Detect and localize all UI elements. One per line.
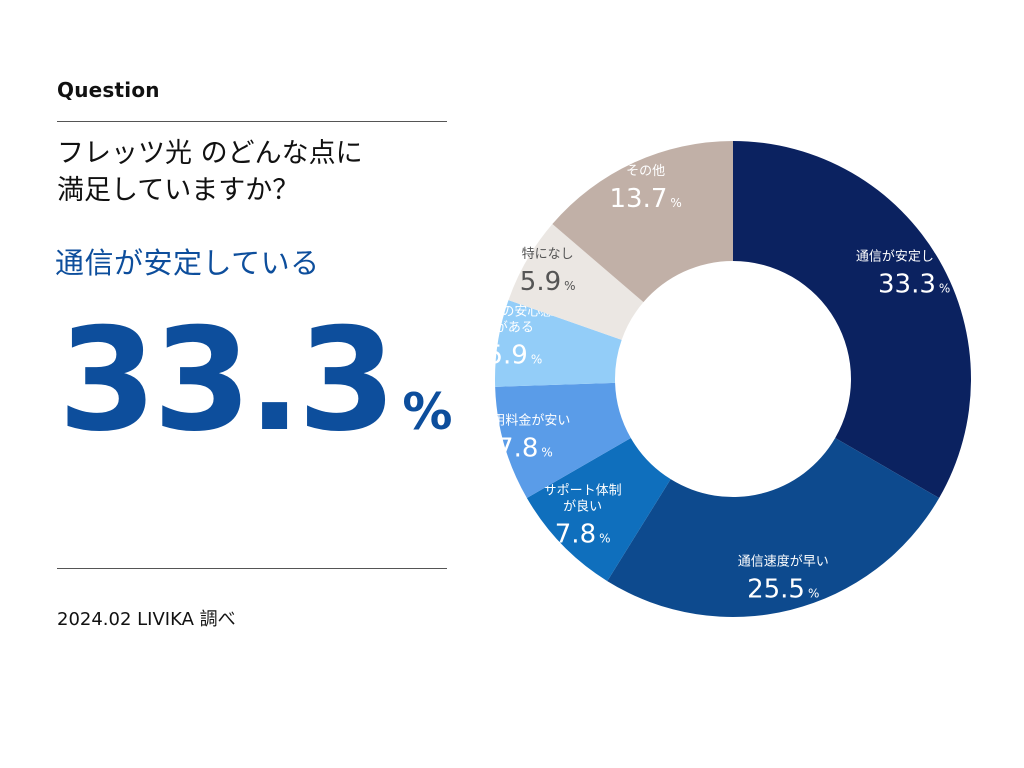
slice-value-label: 13.7% [609, 184, 681, 214]
question-text: フレッツ光 のどんな点に 満足していますか？ [57, 135, 447, 209]
question-line-2: 満足していますか？ [57, 175, 300, 206]
top-divider [57, 121, 447, 122]
slice-value-label: 25.5% [747, 575, 819, 605]
donut-slice [607, 438, 940, 617]
slice-label: 通信が安定している 33.3% [856, 249, 973, 299]
slice-category-label: その他 [626, 164, 665, 179]
slice-category-label: 通信が安定している [856, 249, 973, 264]
slice-value-label: 33.3% [878, 269, 950, 299]
donut-slice [508, 224, 644, 340]
question-line-1: フレッツ光 のどんな点に [57, 138, 363, 169]
donut-slice [526, 438, 671, 582]
source-note: 2024.02 LIVIKA 調べ [57, 609, 236, 630]
slice-label: 特になし 5.9% [520, 247, 576, 297]
donut-slice [552, 141, 733, 303]
top-answer-number: 33.3 [58, 298, 396, 463]
bottom-divider [57, 568, 447, 569]
top-answer-value: 33.3% [58, 296, 452, 466]
slice-value-label: 5.9% [520, 267, 576, 297]
slice-category-label: 利用料金が安い [479, 412, 570, 428]
slice-value-label: 7.8% [497, 433, 553, 463]
slice-category-label: サポート体制 [544, 483, 622, 498]
question-label: Question [57, 78, 160, 102]
donut-slice [495, 382, 631, 498]
slice-value-label: 7.8% [555, 519, 611, 549]
top-answer-label: 通信が安定している [55, 246, 320, 280]
slice-category-label: 通信速度が早い [738, 554, 829, 570]
slice-value-label: 5.9% [486, 340, 542, 370]
top-answer-unit: % [402, 383, 453, 441]
slice-label: 通信速度が早い 25.5% [738, 554, 829, 605]
donut-slice [495, 300, 622, 387]
slice-category-label: が良い [563, 498, 602, 514]
donut-slice [733, 141, 972, 498]
slice-category-label: 特になし [522, 247, 574, 262]
slice-label: その他 13.7% [609, 164, 681, 214]
slice-category-label: がある [495, 320, 534, 335]
slice-label: 利用料金が安い 7.8% [479, 412, 570, 463]
